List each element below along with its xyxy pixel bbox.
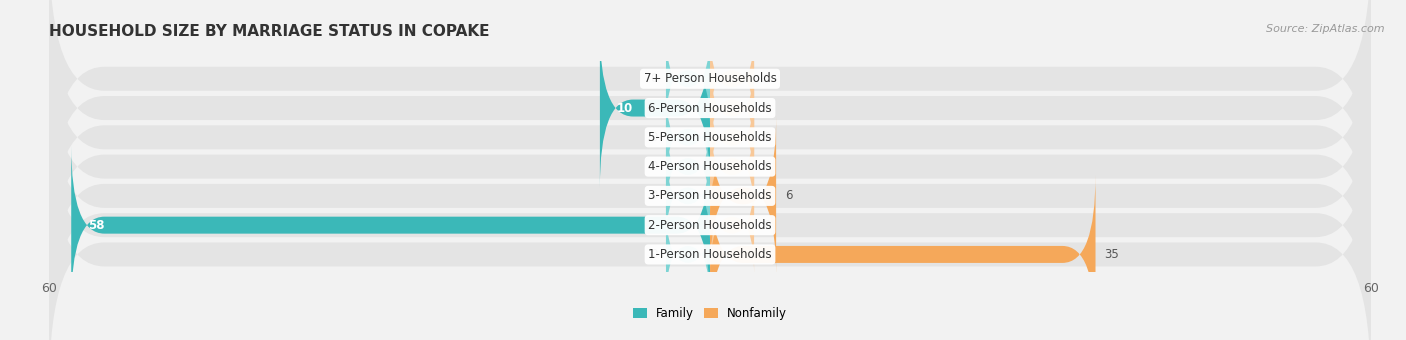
FancyBboxPatch shape [49, 0, 1371, 213]
FancyBboxPatch shape [49, 120, 1371, 340]
Text: 0: 0 [763, 102, 770, 115]
FancyBboxPatch shape [666, 146, 710, 246]
Text: 0: 0 [763, 131, 770, 144]
Text: 1-Person Households: 1-Person Households [648, 248, 772, 261]
FancyBboxPatch shape [600, 29, 710, 187]
Text: 58: 58 [87, 219, 104, 232]
Text: 0: 0 [763, 160, 770, 173]
Text: 6: 6 [785, 189, 793, 202]
FancyBboxPatch shape [710, 29, 754, 129]
FancyBboxPatch shape [666, 204, 710, 305]
Text: 2-Person Households: 2-Person Households [648, 219, 772, 232]
FancyBboxPatch shape [710, 175, 1095, 334]
Text: 0: 0 [763, 72, 770, 85]
Text: 7+ Person Households: 7+ Person Households [644, 72, 776, 85]
Text: 0: 0 [650, 131, 657, 144]
FancyBboxPatch shape [49, 0, 1371, 242]
Text: 35: 35 [1104, 248, 1119, 261]
FancyBboxPatch shape [49, 3, 1371, 272]
Legend: Family, Nonfamily: Family, Nonfamily [628, 303, 792, 325]
FancyBboxPatch shape [666, 87, 710, 187]
Text: 10: 10 [616, 102, 633, 115]
FancyBboxPatch shape [710, 87, 754, 187]
Text: HOUSEHOLD SIZE BY MARRIAGE STATUS IN COPAKE: HOUSEHOLD SIZE BY MARRIAGE STATUS IN COP… [49, 24, 489, 39]
Text: 5-Person Households: 5-Person Households [648, 131, 772, 144]
FancyBboxPatch shape [49, 32, 1371, 301]
FancyBboxPatch shape [710, 117, 776, 275]
Text: 4-Person Households: 4-Person Households [648, 160, 772, 173]
FancyBboxPatch shape [666, 117, 710, 217]
Text: 0: 0 [650, 160, 657, 173]
FancyBboxPatch shape [49, 62, 1371, 330]
FancyBboxPatch shape [666, 29, 710, 129]
FancyBboxPatch shape [49, 91, 1371, 340]
Text: 0: 0 [650, 248, 657, 261]
Text: 0: 0 [650, 72, 657, 85]
Text: 0: 0 [763, 219, 770, 232]
Text: 6-Person Households: 6-Person Households [648, 102, 772, 115]
FancyBboxPatch shape [72, 146, 710, 305]
Text: 0: 0 [650, 189, 657, 202]
FancyBboxPatch shape [710, 117, 754, 217]
Text: Source: ZipAtlas.com: Source: ZipAtlas.com [1267, 24, 1385, 34]
Text: 3-Person Households: 3-Person Households [648, 189, 772, 202]
FancyBboxPatch shape [710, 58, 754, 158]
FancyBboxPatch shape [710, 175, 754, 275]
